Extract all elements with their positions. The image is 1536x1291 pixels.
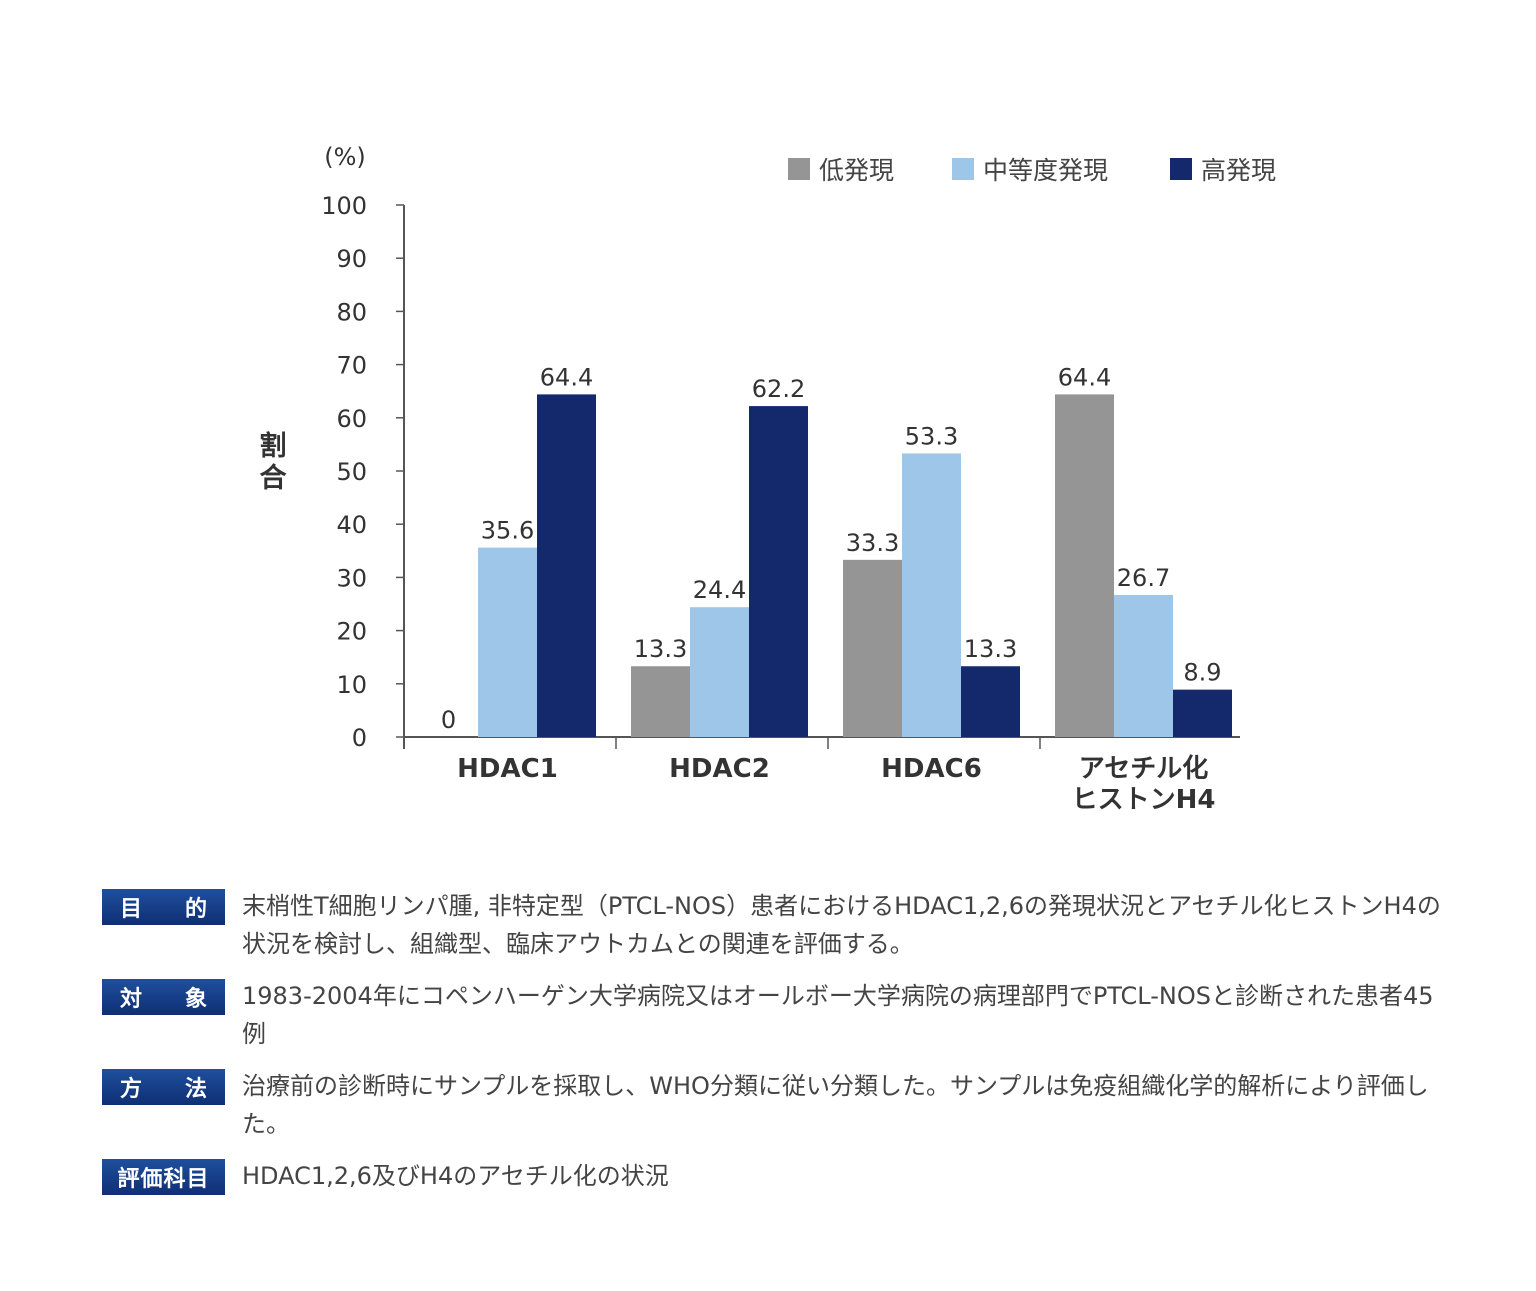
data-label: 53.3 bbox=[905, 422, 958, 450]
info-text: 末梢性T細胞リンパ腫, 非特定型（PTCL-NOS）患者におけるHDAC1,2,… bbox=[242, 892, 1441, 958]
info-text: 治療前の診断時にサンプルを採取し、WHO分類に従い分類した。サンプルは免疫組織化… bbox=[242, 1072, 1429, 1138]
info-row-method: 方法 治療前の診断時にサンプルを採取し、WHO分類に従い分類した。サンプルは免疫… bbox=[102, 1067, 1442, 1143]
data-label: 13.3 bbox=[634, 635, 687, 663]
y-tick-label: 80 bbox=[336, 298, 367, 326]
bar-中等度発現 bbox=[478, 547, 537, 737]
bar-低発現 bbox=[1055, 394, 1114, 737]
x-tick-label: ヒストンH4 bbox=[1072, 785, 1216, 815]
label-char: 法 bbox=[184, 1077, 207, 1102]
y-axis-title: 割 bbox=[260, 430, 287, 462]
label-badge: 対象 bbox=[102, 979, 225, 1015]
data-label: 64.4 bbox=[540, 363, 593, 391]
label-badge: 目的 bbox=[102, 889, 225, 925]
x-tick-label: HDAC6 bbox=[881, 754, 982, 784]
bar-低発現 bbox=[843, 559, 902, 737]
info-row-endpoints: 評価科目 HDAC1,2,6及びH4のアセチル化の状況 bbox=[102, 1157, 1442, 1195]
legend-swatch bbox=[1170, 158, 1192, 180]
legend-label: 低発現 bbox=[819, 156, 894, 185]
bar-高発現 bbox=[749, 406, 808, 737]
y-unit-label: (%) bbox=[324, 143, 366, 171]
bar-中等度発現 bbox=[902, 453, 961, 737]
label-char: 象 bbox=[184, 987, 207, 1012]
x-tick-label: HDAC2 bbox=[669, 754, 770, 784]
y-tick-label: 10 bbox=[336, 671, 367, 699]
data-label: 62.2 bbox=[752, 375, 805, 403]
info-text: HDAC1,2,6及びH4のアセチル化の状況 bbox=[242, 1162, 669, 1190]
label-badge: 方法 bbox=[102, 1069, 225, 1105]
legend-swatch bbox=[788, 158, 810, 180]
bar-高発現 bbox=[961, 666, 1020, 737]
y-tick-label: 100 bbox=[321, 192, 367, 220]
data-label: 24.4 bbox=[693, 576, 746, 604]
legend-label: 中等度発現 bbox=[983, 156, 1108, 185]
info-text: 1983-2004年にコペンハーゲン大学病院又はオールボー大学病院の病理部門でP… bbox=[242, 982, 1434, 1048]
y-axis-title: 合 bbox=[260, 462, 287, 494]
y-tick-label: 50 bbox=[336, 458, 367, 486]
x-tick-label: アセチル化 bbox=[1079, 754, 1208, 784]
data-label: 26.7 bbox=[1117, 564, 1170, 592]
data-label: 13.3 bbox=[964, 635, 1017, 663]
bar-高発現 bbox=[1173, 689, 1232, 737]
data-label: 8.9 bbox=[1183, 659, 1221, 687]
y-tick-label: 40 bbox=[336, 511, 367, 539]
bar-chart: 0102030405060708090100(%)割合HDAC1035.664.… bbox=[260, 143, 1277, 815]
y-tick-label: 70 bbox=[336, 352, 367, 380]
y-tick-label: 90 bbox=[336, 245, 367, 273]
bar-高発現 bbox=[537, 394, 596, 737]
data-label: 64.4 bbox=[1058, 363, 1111, 391]
label-badge: 評価科目 bbox=[102, 1159, 225, 1195]
y-tick-label: 20 bbox=[336, 618, 367, 646]
label-char: 対 bbox=[120, 987, 143, 1012]
info-row-subjects: 対象 1983-2004年にコペンハーゲン大学病院又はオールボー大学病院の病理部… bbox=[102, 977, 1442, 1053]
bar-中等度発現 bbox=[1114, 594, 1173, 737]
data-label: 0 bbox=[441, 706, 456, 734]
label-char: 的 bbox=[184, 897, 207, 922]
x-tick-label: HDAC1 bbox=[457, 754, 558, 784]
data-label: 33.3 bbox=[846, 529, 899, 557]
label-char: 評価科目 bbox=[117, 1167, 210, 1192]
info-row-purpose: 目的 末梢性T細胞リンパ腫, 非特定型（PTCL-NOS）患者におけるHDAC1… bbox=[102, 887, 1442, 963]
bar-中等度発現 bbox=[690, 607, 749, 737]
legend-label: 高発現 bbox=[1201, 156, 1276, 185]
y-tick-label: 60 bbox=[336, 405, 367, 433]
data-label: 35.6 bbox=[481, 517, 534, 545]
legend-swatch bbox=[952, 158, 974, 180]
y-tick-label: 30 bbox=[336, 564, 367, 592]
label-char: 方 bbox=[120, 1077, 143, 1102]
label-char: 目 bbox=[120, 897, 143, 922]
bar-低発現 bbox=[631, 666, 690, 737]
y-tick-label: 0 bbox=[352, 724, 367, 752]
